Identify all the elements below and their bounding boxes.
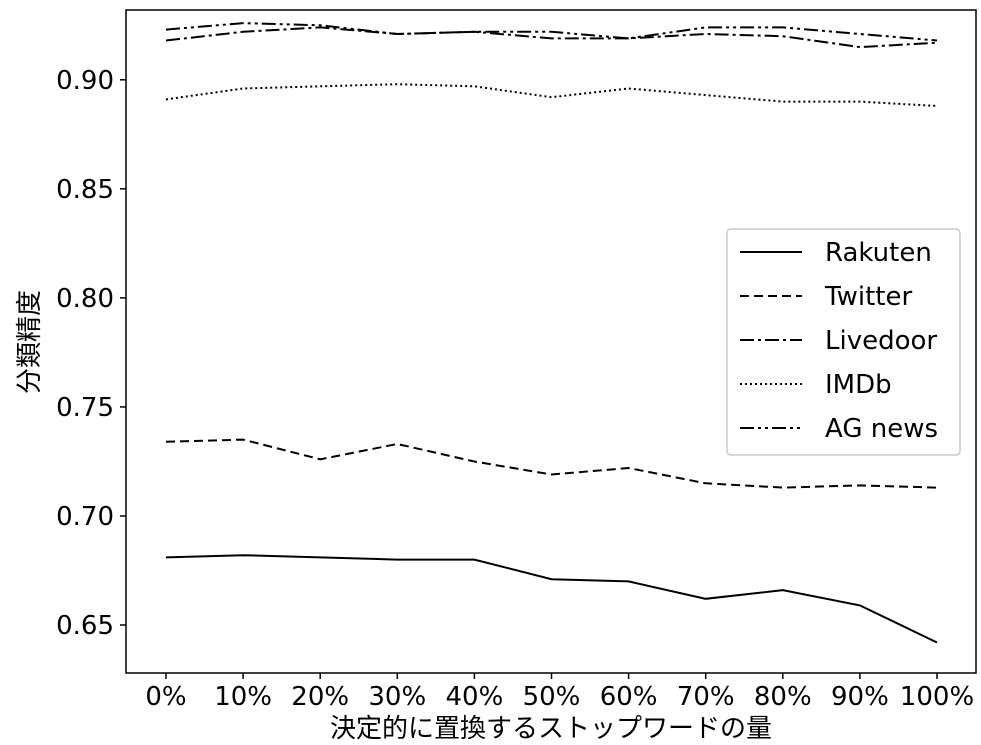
- y-tick-label: 0.90: [56, 66, 114, 96]
- y-tick-label: 0.75: [56, 393, 114, 423]
- x-axis-label: 決定的に置換するストップワードの量: [330, 714, 772, 744]
- x-tick-label: 10%: [214, 682, 272, 712]
- x-tick-label: 100%: [900, 682, 974, 712]
- x-axis: 0% 10% 20% 30% 40% 50% 60% 70% 80% 90% 100%: [145, 673, 974, 712]
- x-tick-label: 20%: [291, 682, 349, 712]
- y-axis-label: 分類精度: [15, 290, 45, 394]
- y-tick-label: 0.80: [56, 284, 114, 314]
- legend-label: AG news: [825, 414, 938, 444]
- series-line-twitter: [165, 438, 938, 489]
- series-line-rakuten: [165, 554, 938, 644]
- y-tick-label: 0.85: [56, 175, 114, 205]
- x-tick-label: 70%: [677, 682, 735, 712]
- y-axis: 0.65 0.70 0.75 0.80 0.85 0.90: [56, 66, 126, 641]
- legend-label: Twitter: [824, 282, 912, 312]
- y-tick-label: 0.70: [56, 502, 114, 532]
- series-lines: [165, 22, 938, 644]
- x-tick-label: 30%: [368, 682, 426, 712]
- x-tick-label: 80%: [754, 682, 812, 712]
- series-line-ag-news: [165, 22, 938, 42]
- x-tick-label: 40%: [446, 682, 504, 712]
- legend-label: Livedoor: [825, 326, 937, 356]
- legend-box: [726, 228, 961, 456]
- series-line-livedoor: [165, 26, 938, 49]
- y-tick-label: 0.65: [56, 611, 114, 641]
- legend-label: Rakuten: [825, 238, 932, 268]
- x-tick-label: 50%: [523, 682, 581, 712]
- x-tick-label: 60%: [600, 682, 658, 712]
- legend: Rakuten Twitter Livedoor IMDb AG news: [726, 228, 961, 456]
- legend-label: IMDb: [825, 370, 892, 400]
- series-line-imdb: [165, 83, 938, 107]
- x-tick-label: 90%: [831, 682, 889, 712]
- x-tick-label: 0%: [145, 682, 186, 712]
